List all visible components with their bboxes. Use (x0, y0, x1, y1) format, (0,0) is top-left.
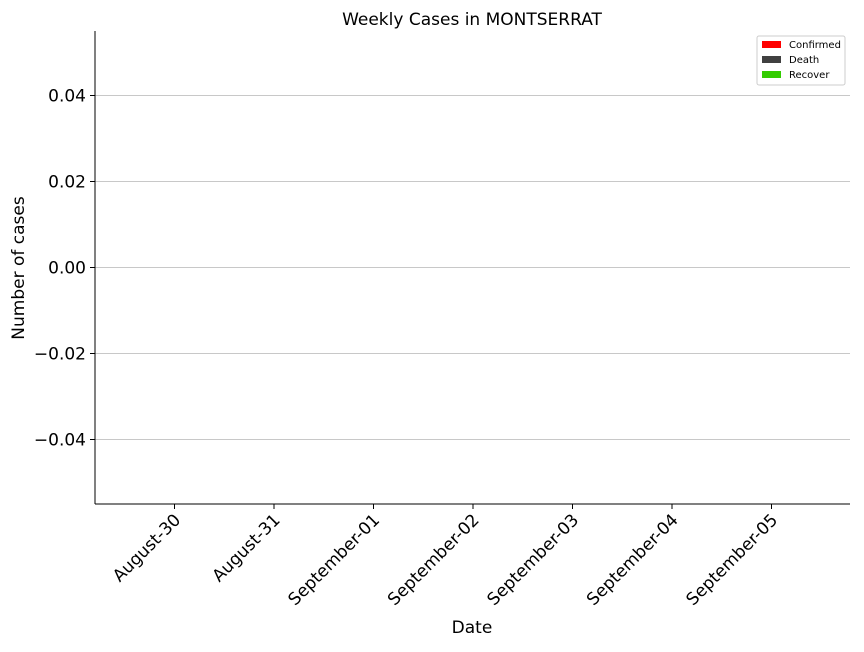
y-axis-ticks: 0.04 0.02 0.00 −0.02 −0.04 (34, 87, 95, 451)
legend-swatch-recover (762, 71, 781, 78)
legend-label-recover: Recover (789, 70, 830, 81)
x-tick-label: September-03 (484, 510, 583, 609)
gridlines (95, 95, 850, 440)
x-tick-label: August-30 (109, 510, 185, 586)
x-tick-label: August-31 (209, 510, 285, 586)
legend-label-confirmed: Confirmed (789, 40, 841, 51)
x-axis-label: Date (452, 618, 493, 638)
legend: Confirmed Death Recover (756, 35, 846, 86)
y-tick-label: 0.04 (48, 87, 86, 107)
y-tick-label: 0.02 (48, 173, 86, 193)
y-tick-label: −0.02 (34, 345, 86, 365)
legend-swatch-death (762, 56, 781, 63)
y-tick-label: 0.00 (48, 259, 86, 279)
y-tick-label: −0.04 (34, 431, 86, 451)
legend-swatch-confirmed (762, 41, 781, 48)
x-tick-label: September-04 (583, 510, 682, 609)
chart-title: Weekly Cases in MONTSERRAT (342, 10, 602, 30)
x-tick-label: September-05 (683, 510, 782, 609)
legend-label-death: Death (789, 55, 819, 66)
x-tick-label: September-02 (384, 510, 483, 609)
x-tick-label: September-01 (285, 510, 384, 609)
x-axis-ticks: August-30 August-31 September-01 September-… (109, 504, 782, 610)
y-axis-label: Number of cases (9, 196, 29, 340)
